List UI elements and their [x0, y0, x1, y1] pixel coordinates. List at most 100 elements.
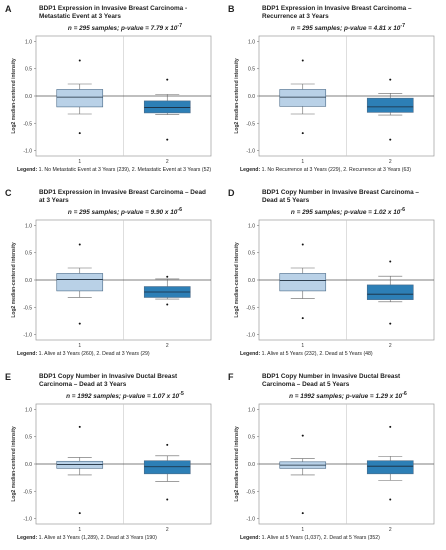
outlier-point	[78, 322, 81, 325]
x-tick-label: 1	[78, 527, 81, 533]
panel-letter: E	[5, 372, 12, 382]
x-tick-label: 2	[389, 343, 392, 349]
y-tick-label: 0.0	[248, 278, 255, 284]
pvalue-exponent: -7	[400, 23, 406, 29]
outlier-point	[301, 243, 304, 246]
legend: Legend: 1. Alive at 5 Years (232), 2. De…	[240, 351, 436, 357]
panel-letter: C	[5, 188, 12, 198]
x-tick-label: 1	[301, 343, 304, 349]
legend-text: 1. Alive at 5 Years (232), 2. Dead at 5 …	[261, 351, 373, 357]
y-tick-label: -1.0	[246, 149, 255, 155]
outlier-point	[301, 512, 304, 515]
y-tick-label: 0.5	[248, 251, 255, 257]
y-tick-label: 1.0	[248, 39, 255, 45]
y-tick-label: 0.0	[25, 94, 32, 100]
n-label: n = 295 samples; p-value = 1.02 x 10	[290, 209, 401, 217]
y-tick-label: -0.5	[23, 305, 32, 311]
x-tick-label: 1	[78, 343, 81, 349]
outlier-point	[301, 434, 304, 437]
n-label: n = 295 samples; p-value = 9.90 x 10	[67, 209, 178, 217]
y-tick-label: 0.5	[248, 435, 255, 441]
outlier-point	[389, 322, 392, 325]
legend-text: 1. Alive at 3 Years (1,289), 2. Dead at …	[38, 535, 157, 541]
legend: Legend: 1. Alive at 5 Years (1,037), 2. …	[240, 535, 436, 541]
legend-label: Legend:	[17, 167, 38, 173]
box-iqr	[366, 460, 414, 475]
legend: Legend: 1. Alive at 3 Years (260), 2. De…	[17, 351, 213, 357]
y-tick-label: -0.5	[246, 305, 255, 311]
legend-label: Legend:	[240, 351, 261, 357]
legend-text: 1. No Metastatic Event at 3 Years (239),…	[38, 167, 212, 173]
box-plot: 1.0 0.5 0.0 -0.5 -1.0 1 2 Log2 median-centered …	[11, 219, 212, 349]
outlier-point	[166, 303, 169, 306]
panel-d: D BDP1 Copy Number in Invasive Breast Ca…	[226, 186, 437, 362]
legend: Legend: 1. No Metastatic Event at 3 Year…	[17, 167, 213, 173]
box-iqr	[366, 97, 414, 113]
x-tick-label: 2	[389, 527, 392, 533]
panel-f: F BDP1 Copy Number in Invasive Ductal Br…	[226, 370, 437, 546]
panel-letter: A	[5, 4, 12, 14]
box-plot: 1.0 0.5 0.0 -0.5 -1.0 1 2 Log2 median-centered …	[234, 35, 435, 165]
chart-title: BDP1 Copy Number in Invasive Ductal Brea…	[39, 373, 178, 388]
legend-text: 1. Alive at 5 Years (1,037), 2. Dead at …	[261, 535, 380, 541]
box-iqr	[56, 89, 104, 108]
chart-title: BDP1 Expression in Invasive Breast Carci…	[262, 5, 412, 20]
x-tick-label: 2	[389, 159, 392, 165]
box-plot: 1.0 0.5 0.0 -0.5 -1.0 1 2 Log2 median-centered …	[11, 403, 212, 533]
outlier-point	[78, 132, 81, 135]
outlier-point	[166, 498, 169, 501]
y-tick-label: 0.0	[248, 462, 255, 468]
y-tick-label: 1.0	[248, 407, 255, 413]
outlier-point	[166, 275, 169, 278]
outlier-point	[301, 132, 304, 135]
outlier-point	[301, 317, 304, 320]
outlier-point	[389, 425, 392, 428]
outlier-point	[301, 59, 304, 62]
box-iqr	[143, 460, 191, 475]
y-axis-label: Log2 median-centered intensity	[11, 426, 17, 502]
y-tick-label: 1.0	[25, 39, 32, 45]
y-tick-label: -1.0	[23, 333, 32, 339]
y-tick-label: -1.0	[23, 517, 32, 523]
panel-e: E BDP1 Copy Number in Invasive Ductal Br…	[3, 370, 214, 546]
legend: Legend: 1. Alive at 3 Years (1,289), 2. …	[17, 535, 213, 541]
sample-pvalue: n = 295 samples; p-value = 9.90 x 10-6	[39, 207, 211, 216]
y-axis-label: Log2 median-centered intensity	[11, 242, 17, 318]
y-axis-label: Log2 median-centered intensity	[11, 58, 17, 134]
y-tick-label: -1.0	[23, 149, 32, 155]
outlier-point	[389, 78, 392, 81]
sample-pvalue: n = 295 samples; p-value = 7.79 x 10-7	[39, 23, 211, 32]
y-axis-label: Log2 median-centered intensity	[234, 242, 240, 318]
box-plot: 1.0 0.5 0.0 -0.5 -1.0 1 2 Log2 median-centered …	[11, 35, 212, 165]
outlier-point	[389, 498, 392, 501]
y-tick-label: -1.0	[246, 517, 255, 523]
y-tick-label: 0.0	[248, 94, 255, 100]
box-iqr	[143, 100, 191, 114]
legend-label: Legend:	[240, 167, 261, 173]
y-axis-label: Log2 median-centered intensity	[234, 426, 240, 502]
n-label: n = 295 samples; p-value = 4.81 x 10	[290, 25, 401, 33]
sample-pvalue: n = 295 samples; p-value = 4.81 x 10-7	[262, 23, 434, 32]
y-tick-label: -0.5	[23, 121, 32, 127]
y-tick-label: -0.5	[246, 489, 255, 495]
chart-title: BDP1 Expression in Invasive Breast Carci…	[39, 189, 206, 204]
pvalue-exponent: -7	[177, 23, 183, 29]
n-label: n = 1992 samples; p-value = 1.29 x 10	[289, 393, 403, 401]
y-axis-label: Log2 median-centered intensity	[234, 58, 240, 134]
chart-title: BDP1 Copy Number in Invasive Ductal Brea…	[262, 373, 401, 388]
y-tick-label: 0.5	[25, 67, 32, 73]
legend-label: Legend:	[17, 351, 38, 357]
pvalue-exponent: -5	[179, 391, 184, 397]
outlier-point	[166, 443, 169, 446]
y-tick-label: 1.0	[25, 223, 32, 229]
pvalue-exponent: -6	[400, 207, 406, 213]
panel-letter: D	[228, 188, 235, 198]
x-tick-label: 2	[166, 527, 169, 533]
outlier-point	[78, 59, 81, 62]
chart-title: BDP1 Expression in Invasive Breast Carci…	[39, 5, 188, 20]
legend-text: 1. No Recurrence at 3 Years (229), 2. Re…	[261, 167, 412, 173]
panel-b: B BDP1 Expression in Invasive Breast Car…	[226, 2, 437, 178]
box-plot: 1.0 0.5 0.0 -0.5 -1.0 1 2 Log2 median-centered …	[234, 219, 435, 349]
chart-title: BDP1 Copy Number in Invasive Breast Carc…	[262, 189, 419, 204]
outlier-point	[389, 138, 392, 141]
